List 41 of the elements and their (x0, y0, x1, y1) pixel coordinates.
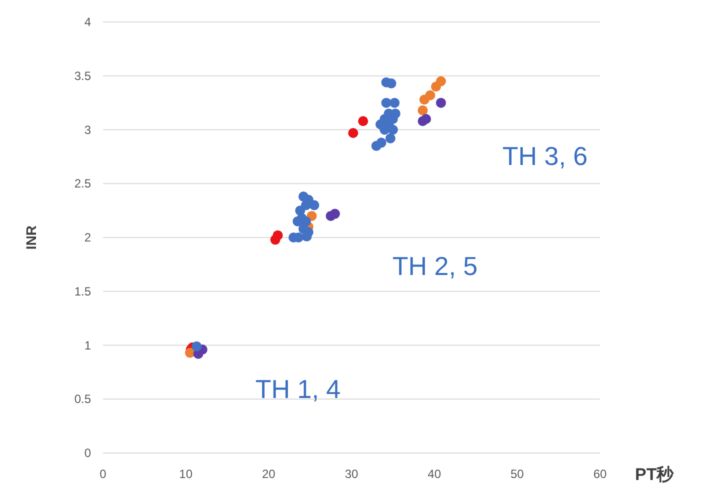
point (375, 119, 386, 130)
y-axis-title: INR (23, 225, 39, 250)
x-tick-label: 20 (262, 467, 276, 481)
point (425, 90, 436, 100)
point (292, 216, 303, 226)
y-tick-label: 3.5 (74, 68, 92, 83)
point (385, 133, 396, 144)
y-tick-label: 4 (84, 15, 92, 29)
y-tick-label: 2 (84, 230, 92, 244)
y-tick-label: 3 (84, 122, 92, 137)
point (330, 208, 340, 219)
x-tick-label: 10 (179, 467, 193, 481)
point (386, 78, 396, 88)
point (381, 98, 392, 108)
x-tick-label: 30 (344, 467, 358, 481)
point (418, 105, 428, 116)
point (300, 200, 311, 210)
y-tick-label: 1.5 (74, 284, 92, 298)
x-tick-label: 50 (510, 467, 524, 481)
point (358, 116, 368, 126)
y-tick-label: 2.5 (74, 176, 92, 191)
point (309, 200, 320, 210)
annotation: TH 1, 4 (255, 374, 341, 404)
point (192, 341, 202, 352)
point (436, 76, 446, 86)
x-tick-label: 0 (100, 467, 107, 481)
point (390, 98, 400, 108)
y-tick-label: 1 (84, 338, 92, 352)
y-tick-label: 0.5 (74, 392, 92, 406)
x-tick-label: 60 (593, 467, 607, 481)
point (376, 138, 386, 148)
y-tick-label: 0 (84, 446, 92, 460)
point (272, 230, 283, 240)
x-axis-title: PT秒 (635, 465, 675, 484)
point (421, 114, 432, 124)
point (436, 98, 446, 108)
point (388, 124, 398, 135)
point (348, 128, 358, 138)
x-tick-label: 40 (428, 467, 442, 481)
annotation: TH 2, 5 (392, 251, 478, 281)
annotation: TH 3, 6 (502, 141, 588, 171)
